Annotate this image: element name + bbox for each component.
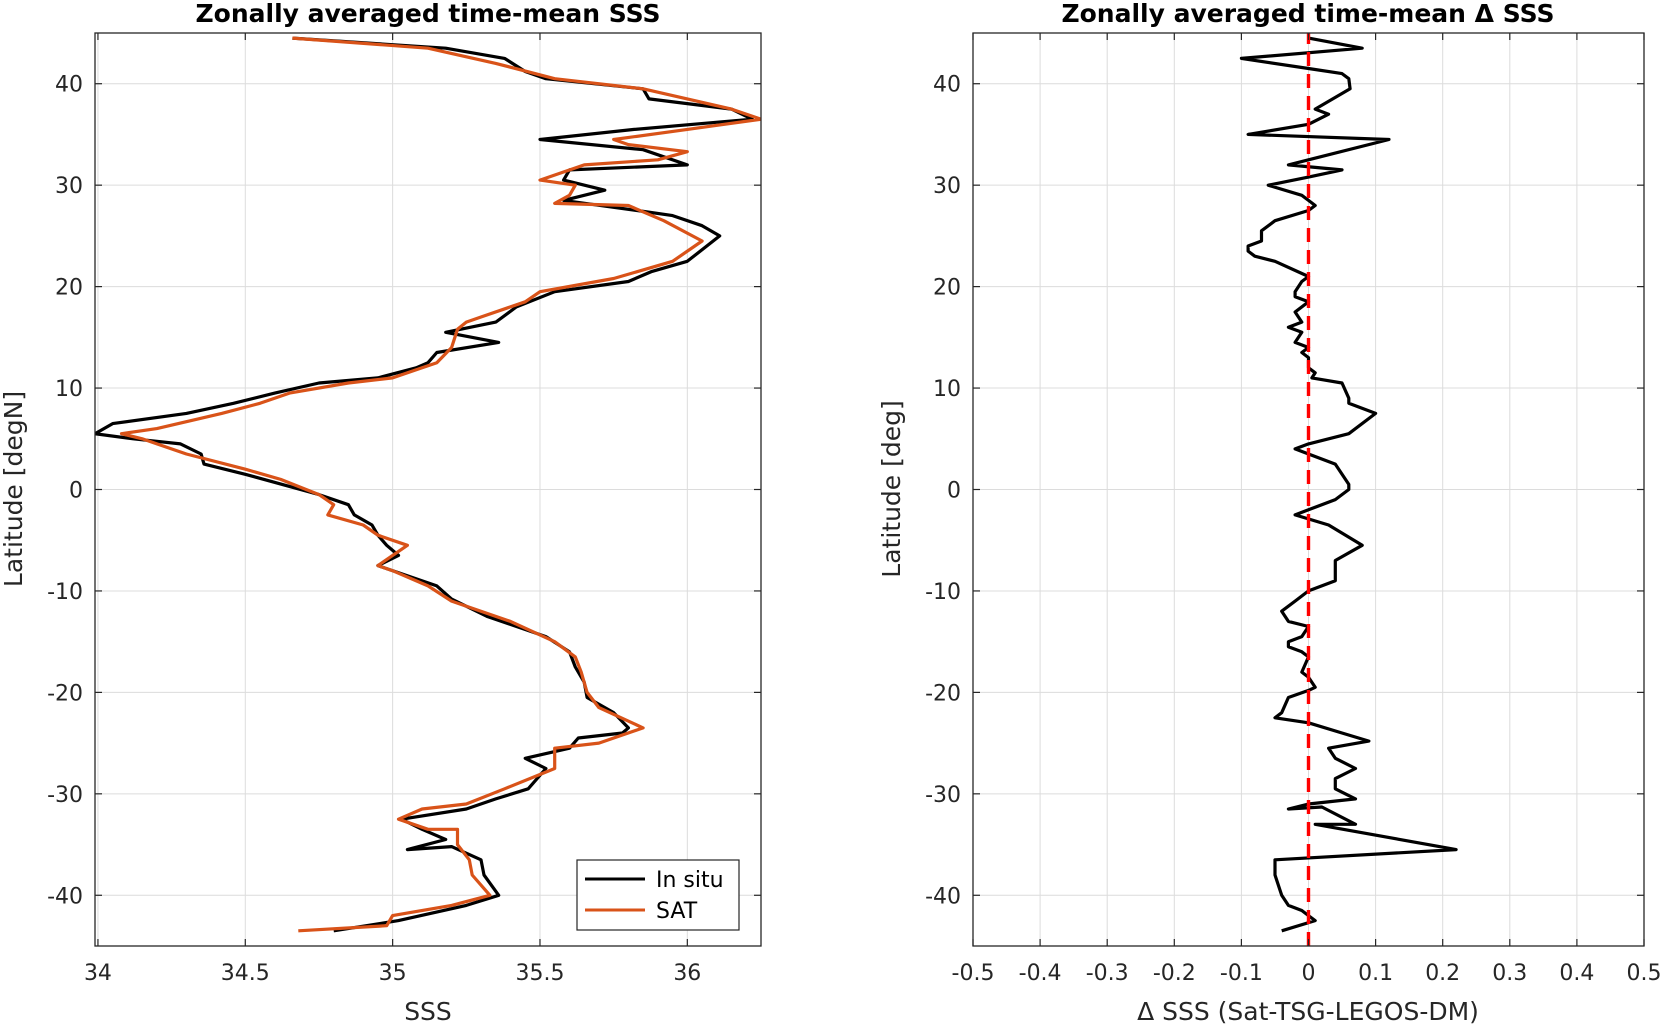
left-x-axis-label: SSS (404, 997, 452, 1025)
right-x-tick-label: 0.4 (1559, 961, 1594, 986)
right-x-tick-label: -0.4 (1019, 961, 1062, 986)
right-x-tick-label: -0.1 (1220, 961, 1263, 986)
right-y-tick-label: -10 (925, 580, 961, 605)
right-y-tick-label: 40 (933, 73, 961, 98)
right-x-tick-label: 0.3 (1492, 961, 1527, 986)
right-chart-title: Zonally averaged time-mean Δ SSS (1062, 0, 1555, 28)
right-x-tick-label: 0 (1302, 961, 1316, 986)
left-x-tick-label: 34 (84, 961, 112, 986)
legend: In situ SAT (576, 859, 740, 931)
right-series-lines (1239, 33, 1458, 946)
right-y-tick-label: -20 (925, 681, 961, 706)
right-chart-panel: -0.5 -0.4 -0.3 -0.2 -0.1 0 0.1 0.2 0.3 0.4 0.5 40 30… (877, 0, 1661, 1025)
right-tick-labels: -0.5 -0.4 -0.3 -0.2 -0.1 0 0.1 0.2 0.3 0.4 0.5 40 30… (925, 33, 1661, 986)
right-y-tick-label: 0 (947, 479, 961, 504)
left-series-line-1 (119, 36, 761, 933)
right-y-tick-label: -40 (925, 884, 961, 909)
left-chart-panel: 34 34.5 35 35.5 36 40 30 20 10 0 -10 -20 -30 -40 Zona… (0, 0, 762, 1025)
legend-label-sat: SAT (656, 899, 698, 924)
right-x-tick-label: -0.5 (952, 961, 995, 986)
right-y-axis-label: Latitude [deg] (877, 400, 906, 577)
left-y-tick-label: 20 (55, 276, 83, 301)
left-x-tick-label: 36 (673, 961, 701, 986)
right-y-tick-label: -30 (925, 783, 961, 808)
right-x-tick-label: -0.2 (1153, 961, 1196, 986)
right-y-tick-label: 10 (933, 377, 961, 402)
left-y-tick-label: 10 (55, 377, 83, 402)
left-y-tick-label: -20 (47, 681, 83, 706)
left-x-tick-label: 35.5 (515, 961, 564, 986)
left-y-tick-label: 30 (55, 174, 83, 199)
legend-label-in-situ: In situ (656, 868, 724, 893)
left-y-tick-label: -40 (47, 884, 83, 909)
right-x-tick-label: 0.5 (1627, 961, 1661, 986)
left-y-tick-label: 40 (55, 73, 83, 98)
left-y-tick-label: 0 (69, 479, 83, 504)
left-chart-title: Zonally averaged time-mean SSS (196, 0, 661, 28)
right-y-tick-label: 30 (933, 174, 961, 199)
left-y-tick-label: -10 (47, 580, 83, 605)
left-tick-labels: 34 34.5 35 35.5 36 40 30 20 10 0 -10 -20 -30 -40 (47, 33, 761, 986)
left-series-line-0 (95, 36, 754, 933)
left-x-tick-label: 34.5 (221, 961, 270, 986)
right-x-tick-label: 0.1 (1358, 961, 1393, 986)
right-x-tick-label: 0.2 (1425, 961, 1460, 986)
left-y-axis-label: Latitude [degN] (0, 391, 28, 587)
left-x-tick-label: 35 (379, 961, 407, 986)
left-grid (95, 33, 761, 946)
left-series-lines (95, 36, 761, 933)
right-x-axis-label: Δ SSS (Sat-TSG-LEGOS-DM) (1137, 997, 1479, 1025)
legend-box (576, 859, 740, 931)
left-y-tick-label: -30 (47, 783, 83, 808)
right-y-tick-label: 20 (933, 276, 961, 301)
right-x-tick-label: -0.3 (1086, 961, 1129, 986)
